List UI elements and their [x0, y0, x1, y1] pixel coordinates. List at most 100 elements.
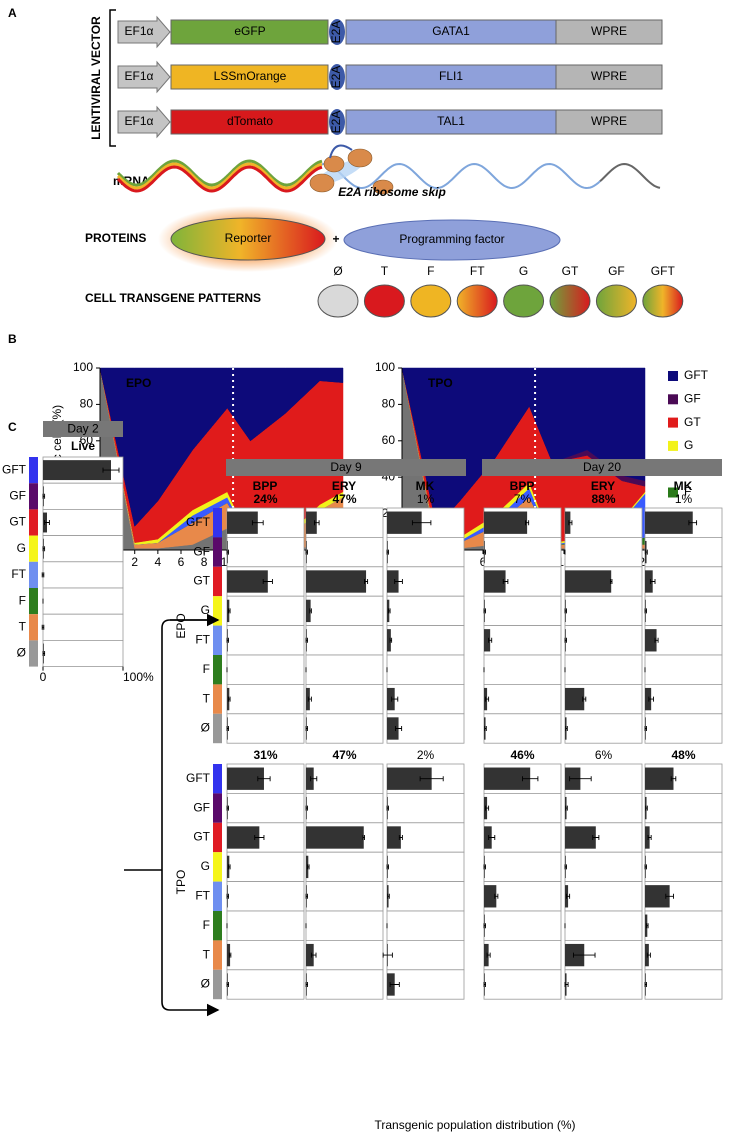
group-header-label: Day 2 [67, 422, 99, 436]
mrna-strand [116, 165, 323, 193]
category-swatch [213, 625, 222, 655]
row-frame [226, 713, 305, 744]
y-tick-label: 100 [375, 360, 395, 374]
share-label: 31% [253, 748, 277, 762]
category-label: FT [195, 632, 210, 646]
wpre-box [555, 19, 663, 45]
mrna-note: E2A ribosome skip [338, 185, 446, 199]
mrna-strand [116, 162, 323, 190]
row-frame [483, 910, 562, 941]
error-bar [566, 893, 571, 899]
row-frame [305, 881, 384, 912]
error-bar [41, 624, 45, 630]
error-bar [582, 696, 587, 702]
error-bar [251, 520, 264, 526]
pattern-cell [410, 284, 452, 318]
row-frame [483, 822, 562, 853]
row-frame [305, 625, 384, 656]
error-bar [310, 952, 317, 958]
bar [227, 943, 231, 967]
pattern-cell [595, 284, 637, 318]
reporter-box [170, 19, 329, 45]
row-frame [564, 625, 643, 656]
connector [124, 613, 220, 1017]
error-bar [254, 835, 265, 840]
error-bar [386, 805, 389, 811]
y-tick-label: 80 [382, 397, 396, 411]
row-frame [644, 537, 723, 568]
share-label: 1% [675, 492, 693, 506]
x-tick-label: 6 [480, 555, 487, 569]
bar [645, 629, 657, 652]
row-frame [226, 910, 305, 941]
bar [306, 767, 314, 790]
category-swatch [29, 457, 38, 484]
promoter [117, 60, 171, 94]
row-frame [483, 654, 562, 685]
error-bar [644, 864, 647, 870]
column-title: ERY [332, 479, 356, 493]
promoter-label: EF1α [125, 114, 154, 128]
error-bar [494, 893, 499, 899]
row-frame [305, 654, 384, 685]
y-tick-label: 60 [382, 433, 396, 447]
row-frame [226, 851, 305, 883]
y-tick-label: 80 [80, 397, 94, 411]
row-frame [305, 793, 384, 824]
error-bar [645, 549, 648, 555]
bar [306, 599, 311, 623]
mrna-strand [321, 162, 601, 190]
row-frame [644, 684, 723, 715]
error-bar [307, 864, 310, 870]
row-frame [564, 595, 643, 627]
category-label: GF [193, 800, 210, 814]
error-bar [228, 952, 232, 958]
error-bar [665, 893, 674, 899]
error-bar [42, 546, 46, 552]
error-bar [389, 637, 393, 643]
row-frame [386, 793, 465, 824]
row-frame [386, 684, 465, 715]
bar [306, 826, 364, 849]
category-swatch [213, 822, 222, 853]
category-swatch [213, 940, 222, 970]
chart-annotation: EPO [126, 376, 151, 390]
error-bar [483, 864, 486, 870]
error-bar [226, 805, 229, 811]
mrna-strand [116, 159, 323, 187]
error-bar [525, 520, 530, 526]
legend-swatch [668, 371, 678, 381]
error-bar [565, 805, 568, 811]
bar [484, 629, 491, 652]
error-bar [228, 608, 231, 614]
bar [227, 511, 258, 534]
linker-label: E2A [329, 111, 343, 134]
category-label: T [19, 619, 27, 633]
error-bar [398, 835, 403, 840]
category-label: T [203, 947, 211, 961]
category-label: GFT [2, 462, 27, 476]
error-bar [44, 520, 50, 525]
error-bar [364, 579, 369, 584]
reporter-label: LSSmOrange [214, 69, 287, 83]
row-frame [644, 822, 723, 853]
error-bar [389, 982, 400, 987]
x-tick-label: 100% [123, 670, 154, 684]
linker-label: E2A [329, 21, 343, 44]
row-frame [226, 595, 305, 627]
pattern-cell [549, 284, 591, 318]
row-frame [564, 910, 643, 941]
error-bar [670, 776, 677, 782]
category-swatch [29, 640, 38, 667]
category-swatch [213, 596, 222, 626]
category-swatch [213, 684, 222, 714]
error-bar [391, 696, 399, 702]
pattern-cell [642, 284, 684, 318]
bar [645, 570, 653, 593]
row-frame [483, 713, 562, 744]
pattern-cell [456, 284, 498, 318]
category-label: Ø [201, 721, 210, 735]
bar [387, 629, 391, 652]
row-frame [483, 625, 562, 656]
row-frame [42, 613, 124, 641]
